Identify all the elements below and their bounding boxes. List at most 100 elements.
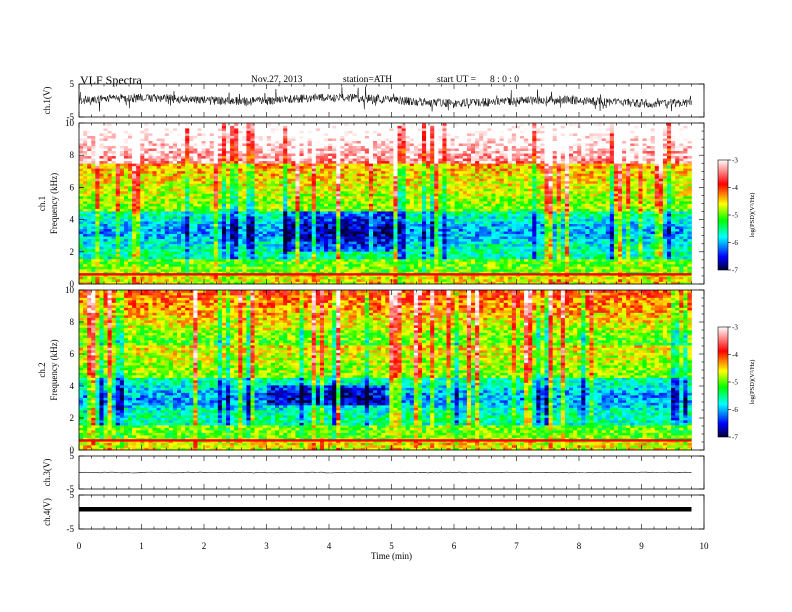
ch1-spectrogram-cell	[409, 266, 415, 270]
ch1-spectrogram-cell	[111, 203, 117, 207]
ch1-spectrogram-cell	[560, 268, 566, 272]
ch1-spectrogram-cell	[471, 246, 476, 250]
ch1-spectrogram-cell	[434, 223, 439, 227]
ch1-spectrogram-cell	[307, 228, 313, 232]
ch1-spectrogram-cell	[458, 218, 464, 222]
ch1-spectrogram-cell	[446, 231, 451, 235]
ch1-spectrogram-cell	[226, 200, 231, 204]
ch1-spectrogram-cell	[515, 243, 521, 247]
ch1-spectrogram-cell	[622, 253, 627, 257]
ch1-spectrogram-cell	[642, 281, 647, 285]
ch1-spectrogram-cell	[626, 226, 631, 230]
ch1-spectrogram-cell	[132, 198, 137, 202]
ch1-spectrogram-cell	[426, 278, 431, 282]
ch1-spectrogram-cell	[634, 253, 639, 257]
ch1-spectrogram-cell	[238, 246, 243, 250]
ch1-spectrogram-cell	[303, 233, 309, 237]
ch1-spectrogram-cell	[242, 281, 247, 285]
ch1-spectrogram-cell	[197, 241, 202, 245]
ch1-spectrogram-cell	[99, 261, 104, 265]
ch1-spectrogram-cell	[434, 248, 439, 252]
ch1-spectrogram-cell	[438, 243, 443, 247]
ch1-spectrogram-cell	[279, 243, 284, 247]
ch1-spectrogram-cell	[548, 208, 554, 212]
ch1-spectrogram-cell	[483, 256, 488, 260]
ch1-spectrogram-cell	[438, 256, 443, 260]
ch1-spectrogram-cell	[266, 226, 272, 230]
ch1-spectrogram-cell	[360, 228, 366, 232]
ch1-spectrogram-cell	[91, 276, 96, 280]
ch1-spectrogram-cell	[205, 251, 211, 255]
ch1-spectrogram-cell	[622, 281, 627, 285]
ch1-spectrogram-cell	[442, 256, 447, 260]
ch1-spectrogram-cell	[589, 238, 594, 242]
ch1-spectrogram-cell	[581, 281, 586, 285]
ch1-spectrogram-cell	[417, 203, 423, 207]
ch1-spectrogram-cell	[675, 243, 680, 247]
ch1-spectrogram-cell	[148, 268, 153, 272]
ch1-spectrogram-cell	[266, 211, 272, 214]
ch1-spectrogram-cell	[172, 206, 178, 209]
ch1-spectrogram-cell	[556, 278, 562, 282]
ch1-spectrogram-cell	[164, 231, 170, 235]
ch1-spectrogram-cell	[573, 258, 578, 262]
ch1-spectrogram-cell	[217, 203, 223, 207]
ch1-spectrogram-cell	[654, 263, 660, 267]
ch1-spectrogram-cell	[364, 238, 370, 242]
ch1-spectrogram-cell	[577, 223, 582, 227]
ch1-spectrogram-cell	[205, 213, 211, 217]
ch1-spectrogram-cell	[630, 251, 635, 255]
ch1-spectrogram-cell	[332, 231, 337, 235]
ch1-spectrogram-cell	[217, 198, 223, 202]
ch1-spectrogram-cell	[177, 271, 182, 275]
ch1-spectrogram-cell	[348, 243, 353, 247]
ch1-spectrogram-cell	[332, 268, 337, 272]
ch1-spectrogram-cell	[589, 211, 594, 214]
ch1-spectrogram-cell	[622, 261, 627, 265]
ch1-spectrogram-cell	[95, 198, 100, 202]
ch1-spectrogram-cell	[193, 268, 198, 272]
ch1-spectrogram-cell	[426, 223, 431, 227]
ch1-spectrogram-cell	[577, 208, 582, 212]
ch1-spectrogram-cell	[560, 253, 566, 257]
ch1-spectrogram-cell	[152, 276, 157, 280]
ch1-spectrogram-cell	[613, 278, 619, 282]
ch1-spectrogram-cell	[438, 218, 443, 222]
ch1-spectrogram-cell	[446, 276, 451, 280]
ch1-spectrogram-cell	[242, 256, 247, 260]
ch1-spectrogram-cell	[646, 261, 652, 265]
ch1-spectrogram-cell	[79, 231, 84, 235]
ch1-spectrogram-cell	[491, 266, 496, 270]
ch1-spectrogram-cell	[536, 276, 541, 280]
ch1-spectrogram-cell	[193, 238, 198, 242]
ch1-spectrogram-cell	[560, 231, 566, 235]
ch1-spectrogram-cell	[377, 241, 382, 245]
ch1-spectrogram-cell	[528, 216, 533, 219]
ch1-spectrogram-cell	[340, 213, 345, 217]
ch1-spectrogram-cell	[189, 246, 194, 250]
ch1-spectrogram-cell	[221, 248, 227, 252]
ch1-spectrogram-cell	[189, 223, 194, 227]
ch1-spectrogram-cell	[107, 271, 113, 275]
ch1-spectrogram-cell	[552, 263, 558, 267]
ch1-spectrogram-cell	[667, 253, 672, 257]
ch1-spectrogram-cell	[605, 200, 611, 204]
ch1-spectrogram-cell	[246, 266, 251, 270]
ch1-spectrogram-cell	[344, 256, 349, 260]
ch1-spectrogram-cell	[107, 206, 113, 209]
ch1-spectrogram-cell	[560, 256, 566, 260]
ch1-spectrogram-cell	[368, 276, 374, 280]
ch1-spectrogram-cell	[483, 216, 488, 219]
ch1-spectrogram-cell	[99, 271, 104, 275]
ch1-spectrogram-cell	[397, 211, 402, 214]
ch1-spectrogram-cell	[520, 238, 525, 242]
ch1-spectrogram-cell	[434, 276, 439, 280]
ch1-spectrogram-cell	[389, 211, 394, 214]
ch1-spectrogram-cell	[364, 206, 370, 209]
ch1-spectrogram-cell	[168, 268, 174, 272]
ch1-spectrogram-cell	[675, 278, 680, 282]
ch1-spectrogram-cell	[197, 238, 202, 242]
ch1-spectrogram-cell	[577, 236, 582, 240]
ch1-spectrogram-cell	[564, 218, 570, 222]
ch1-spectrogram-cell	[552, 251, 558, 255]
